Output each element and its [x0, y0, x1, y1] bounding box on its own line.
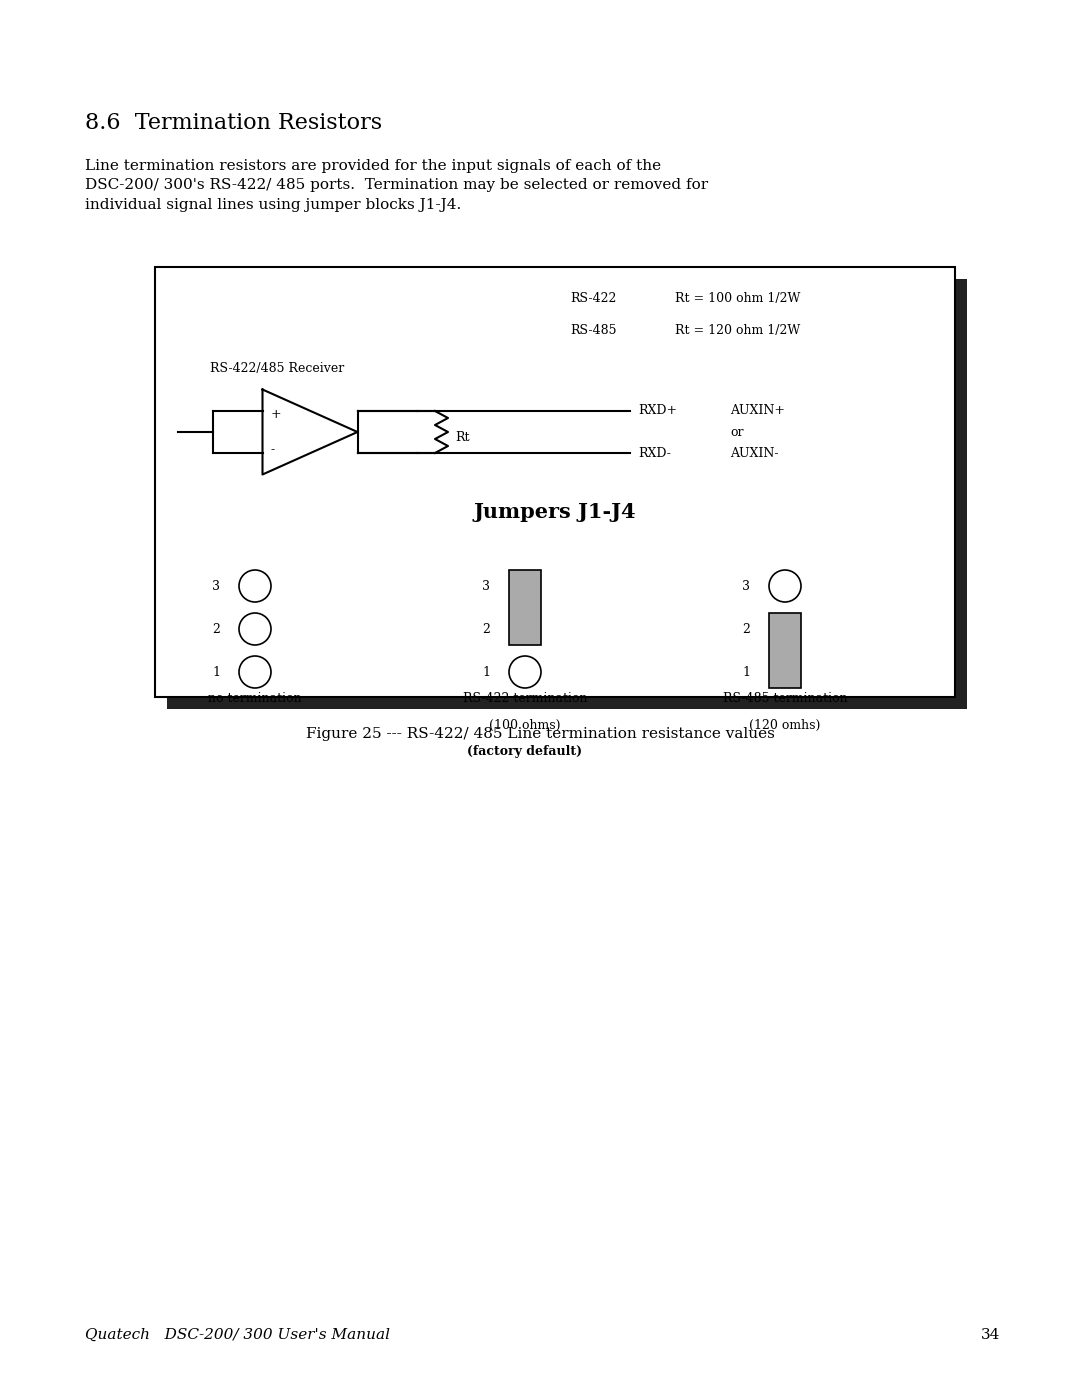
Circle shape [769, 570, 801, 602]
Text: RXD+: RXD+ [638, 405, 677, 418]
Text: 8.6  Termination Resistors: 8.6 Termination Resistors [85, 112, 382, 134]
Bar [769, 613, 801, 687]
Text: 1: 1 [742, 665, 750, 679]
Text: 34: 34 [981, 1329, 1000, 1343]
Text: AUXIN-: AUXIN- [730, 447, 779, 460]
Text: or: or [730, 426, 743, 439]
Text: RS-485: RS-485 [570, 324, 617, 337]
Text: RS-422: RS-422 [570, 292, 617, 305]
Text: (factory default): (factory default) [468, 745, 582, 759]
Text: Line termination resistors are provided for the input signals of each of the
DSC: Line termination resistors are provided … [85, 159, 708, 212]
Text: (120 omhs): (120 omhs) [750, 719, 821, 732]
Text: (100 ohms): (100 ohms) [489, 719, 561, 732]
Text: 2: 2 [212, 623, 220, 636]
Text: Jumpers J1-J4: Jumpers J1-J4 [474, 502, 636, 522]
Text: AUXIN+: AUXIN+ [730, 405, 785, 418]
Text: -: - [270, 443, 274, 457]
Text: RS-422/485 Receiver: RS-422/485 Receiver [210, 362, 345, 374]
Text: Rt = 120 ohm 1/2W: Rt = 120 ohm 1/2W [675, 324, 800, 337]
Text: RS-485 termination: RS-485 termination [723, 692, 848, 705]
Text: 3: 3 [482, 580, 490, 592]
Text: 3: 3 [212, 580, 220, 592]
Text: RXD-: RXD- [638, 447, 671, 460]
Bar [509, 570, 541, 645]
Text: 1: 1 [212, 665, 220, 679]
Circle shape [509, 657, 541, 687]
Text: Figure 25 --- RS-422/ 485 Line termination resistance values: Figure 25 --- RS-422/ 485 Line terminati… [306, 726, 774, 740]
Text: 1: 1 [482, 665, 490, 679]
Text: Quatech   DSC-200/ 300 User's Manual: Quatech DSC-200/ 300 User's Manual [85, 1329, 390, 1343]
Text: Rt = 100 ohm 1/2W: Rt = 100 ohm 1/2W [675, 292, 800, 305]
Text: Rt: Rt [455, 430, 470, 443]
Text: 2: 2 [742, 623, 750, 636]
Circle shape [239, 613, 271, 645]
Text: +: + [270, 408, 281, 420]
Text: 2: 2 [482, 623, 490, 636]
Circle shape [239, 570, 271, 602]
Text: no termination: no termination [208, 692, 301, 705]
Text: 3: 3 [742, 580, 750, 592]
Circle shape [239, 657, 271, 687]
Text: RS-422 termination: RS-422 termination [462, 692, 588, 705]
Bar [156, 267, 955, 697]
Bar [167, 279, 967, 710]
